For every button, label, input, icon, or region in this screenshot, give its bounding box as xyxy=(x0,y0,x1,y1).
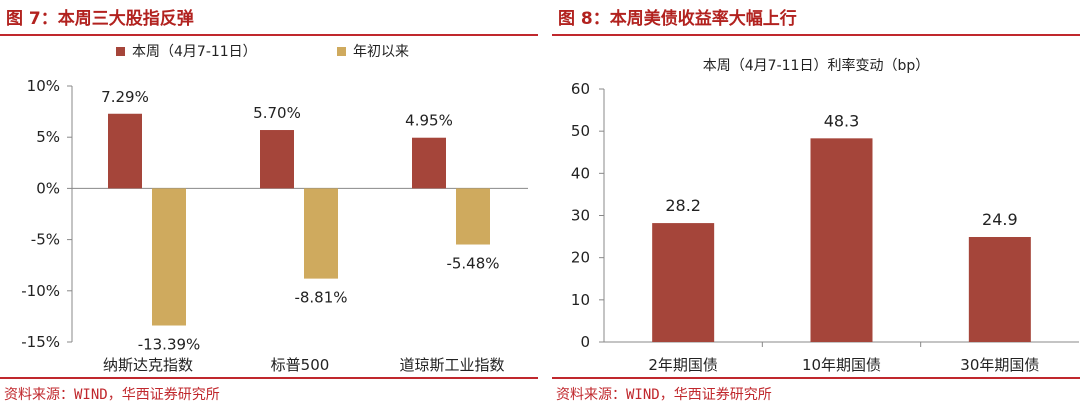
data-label: 28.2 xyxy=(665,196,701,215)
data-label: -5.48% xyxy=(446,255,499,273)
legend-swatch xyxy=(116,47,125,56)
bar xyxy=(810,138,873,342)
data-label: 7.29% xyxy=(101,88,149,106)
figure-8-panel: 图 8：本周美债收益率大幅上行 本周（4月7-11日）利率变动（bp） 60 50 4… xyxy=(552,0,1080,406)
y-tick-label: 10 xyxy=(571,291,590,309)
y-tick-label: -5% xyxy=(31,231,60,249)
y-tick-label: 40 xyxy=(571,164,590,182)
y-tick-label: -15% xyxy=(21,333,60,351)
x-category-label: 纳斯达克指数 xyxy=(103,356,193,374)
y-tick-label: 30 xyxy=(571,207,590,225)
x-category-label: 2年期国债 xyxy=(648,356,718,374)
legend-label: 年初以来 xyxy=(353,43,409,60)
data-label: 48.3 xyxy=(824,111,860,130)
source-note: 资料来源：WIND，华西证券研究所 xyxy=(556,387,772,403)
x-category-label: 30年期国债 xyxy=(960,356,1039,374)
figure-title: 图 7：本周三大股指反弹 xyxy=(6,9,194,29)
x-category-label: 道琼斯工业指数 xyxy=(399,356,504,374)
y-tick-label: 0% xyxy=(36,179,60,197)
y-tick-label: 5% xyxy=(36,128,60,146)
figure-7-panel: 图 7：本周三大股指反弹 本周（4月7-11日） 年初以来 10% 5% 0% -5% -1… xyxy=(0,0,538,406)
bar xyxy=(412,137,446,189)
stock-index-chart: 本周（4月7-11日） 年初以来 10% 5% 0% -5% -10% -15% 7.29% -1… xyxy=(21,43,528,374)
title-rule xyxy=(552,34,1080,36)
figure-title: 图 8：本周美债收益率大幅上行 xyxy=(558,9,797,29)
x-category-label: 标普500 xyxy=(271,356,330,374)
data-label: -13.39% xyxy=(138,336,201,354)
y-tick-label: 50 xyxy=(571,122,590,140)
bar xyxy=(968,237,1031,342)
bar xyxy=(260,130,294,189)
bar xyxy=(456,188,490,245)
data-label: 24.9 xyxy=(982,210,1018,229)
title-rule xyxy=(0,34,538,36)
data-label: 4.95% xyxy=(405,112,453,130)
y-tick-label: -10% xyxy=(21,282,60,300)
legend-label: 本周（4月7-11日） xyxy=(132,44,257,60)
x-category-label: 10年期国债 xyxy=(802,356,881,374)
data-label: -8.81% xyxy=(294,289,347,307)
bar xyxy=(152,188,186,326)
bar xyxy=(304,188,338,279)
data-label: 5.70% xyxy=(253,104,301,122)
source-rule xyxy=(0,377,538,379)
y-tick-label: 20 xyxy=(571,249,590,267)
y-tick-label: 0 xyxy=(580,333,590,351)
bar xyxy=(652,223,715,342)
legend-swatch xyxy=(337,47,346,56)
treasury-yield-chart: 本周（4月7-11日）利率变动（bp） 60 50 40 30 20 10 0 28.2 2年期国… xyxy=(571,57,1079,374)
source-note: 资料来源：WIND，华西证券研究所 xyxy=(4,387,220,403)
y-tick-label: 10% xyxy=(27,77,60,95)
bar xyxy=(108,113,142,189)
y-tick-label: 60 xyxy=(571,80,590,98)
chart-title: 本周（4月7-11日）利率变动（bp） xyxy=(703,57,929,74)
source-rule xyxy=(552,377,1080,379)
